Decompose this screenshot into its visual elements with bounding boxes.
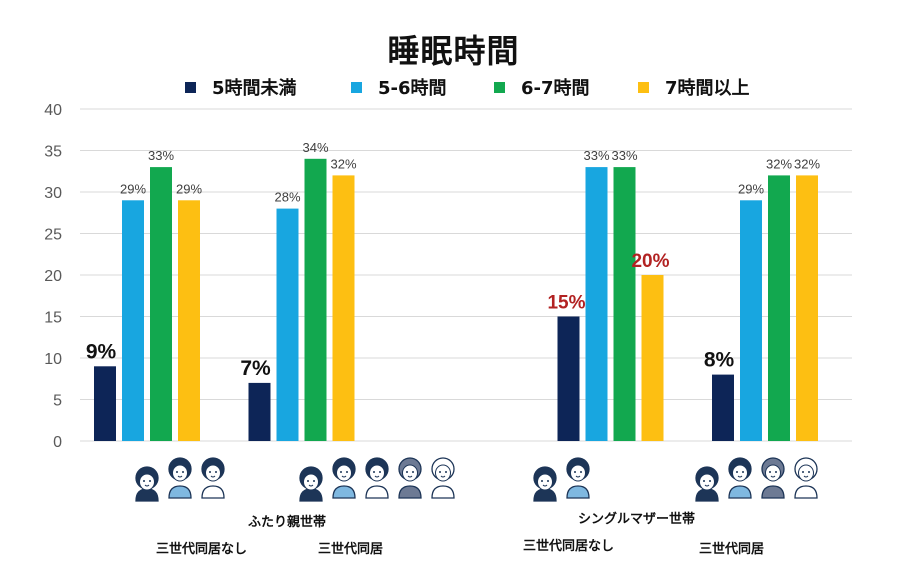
y-tick-label: 0: [53, 434, 62, 451]
father-icon: [365, 457, 389, 499]
legend-label: 5時間未満: [212, 78, 297, 99]
legend-label: 5-6時間: [378, 78, 447, 99]
y-tick-label: 10: [44, 351, 62, 368]
data-label: 8%: [704, 349, 735, 372]
bar: [768, 175, 790, 441]
data-label: 7%: [240, 357, 271, 380]
legend-swatch: [351, 81, 362, 93]
data-label: 29%: [738, 181, 764, 196]
legend-swatch: [638, 81, 649, 93]
data-label: 32%: [330, 156, 356, 171]
y-tick-label: 15: [44, 310, 62, 327]
data-label: 33%: [583, 148, 609, 163]
data-label: 9%: [86, 340, 117, 363]
bar: [332, 175, 355, 441]
data-label: 34%: [302, 140, 328, 155]
bar: [178, 200, 200, 441]
bar: [712, 374, 734, 441]
mother-icon: [566, 457, 590, 499]
data-label: 32%: [794, 156, 820, 171]
legend-swatch: [185, 81, 196, 93]
group-label-single-mother: シングルマザー世帯: [578, 512, 696, 527]
legend-label: 6-7時間: [521, 78, 590, 99]
data-label: 15%: [547, 293, 585, 314]
y-tick-label: 20: [44, 268, 62, 285]
legend-item-5-6h: 5-6時間: [351, 74, 447, 100]
father-icon: [201, 457, 225, 499]
mother-icon: [332, 457, 356, 499]
grandmother-icon: [398, 457, 422, 499]
category-label: 三世代同居: [699, 542, 765, 557]
y-tick-label: 35: [44, 144, 62, 161]
data-label: 20%: [631, 251, 669, 272]
data-label: 32%: [766, 156, 792, 171]
data-label: 33%: [611, 148, 637, 163]
legend-label: 7時間以上: [665, 78, 750, 99]
bar: [613, 167, 636, 441]
bar: [641, 275, 664, 441]
y-tick-label: 25: [44, 227, 62, 244]
legend-item-6-7h: 6-7時間: [494, 74, 590, 100]
y-tick-label: 40: [44, 102, 62, 119]
bar: [276, 208, 299, 441]
data-label: 28%: [274, 190, 300, 205]
data-label: 29%: [120, 181, 146, 196]
data-label: 33%: [148, 148, 174, 163]
bar: [304, 158, 327, 442]
mother-icon: [168, 457, 192, 499]
child-icon: [135, 466, 159, 502]
bar: [740, 200, 762, 441]
legend: 5時間未満 5-6時間 6-7時間 7時間以上: [0, 74, 907, 100]
category-label: 三世代同居なし: [156, 542, 248, 557]
bar: [248, 382, 271, 441]
mother-icon: [728, 457, 752, 499]
bar: [150, 167, 172, 441]
chart-title: 睡眠時間: [387, 32, 520, 70]
group-label-two-parent: ふたり親世帯: [248, 515, 327, 530]
y-tick-label: 5: [53, 393, 62, 410]
legend-item-under-5h: 5時間未満: [185, 74, 297, 100]
child-icon: [695, 466, 719, 502]
grandfather-icon: [794, 457, 818, 499]
bar: [557, 316, 580, 441]
legend-item-over-7h: 7時間以上: [638, 74, 750, 100]
bar: [796, 175, 818, 441]
bar: [585, 167, 608, 441]
legend-swatch: [494, 81, 505, 93]
category-label: 三世代同居なし: [523, 539, 615, 554]
child-icon: [533, 466, 557, 502]
grandfather-icon: [431, 457, 455, 499]
category-label: 三世代同居: [318, 542, 384, 557]
child-icon: [299, 466, 323, 502]
grandmother-icon: [761, 457, 785, 499]
data-label: 29%: [176, 181, 202, 196]
y-tick-label: 30: [44, 185, 62, 202]
bar: [94, 366, 116, 441]
bar: [122, 200, 144, 441]
